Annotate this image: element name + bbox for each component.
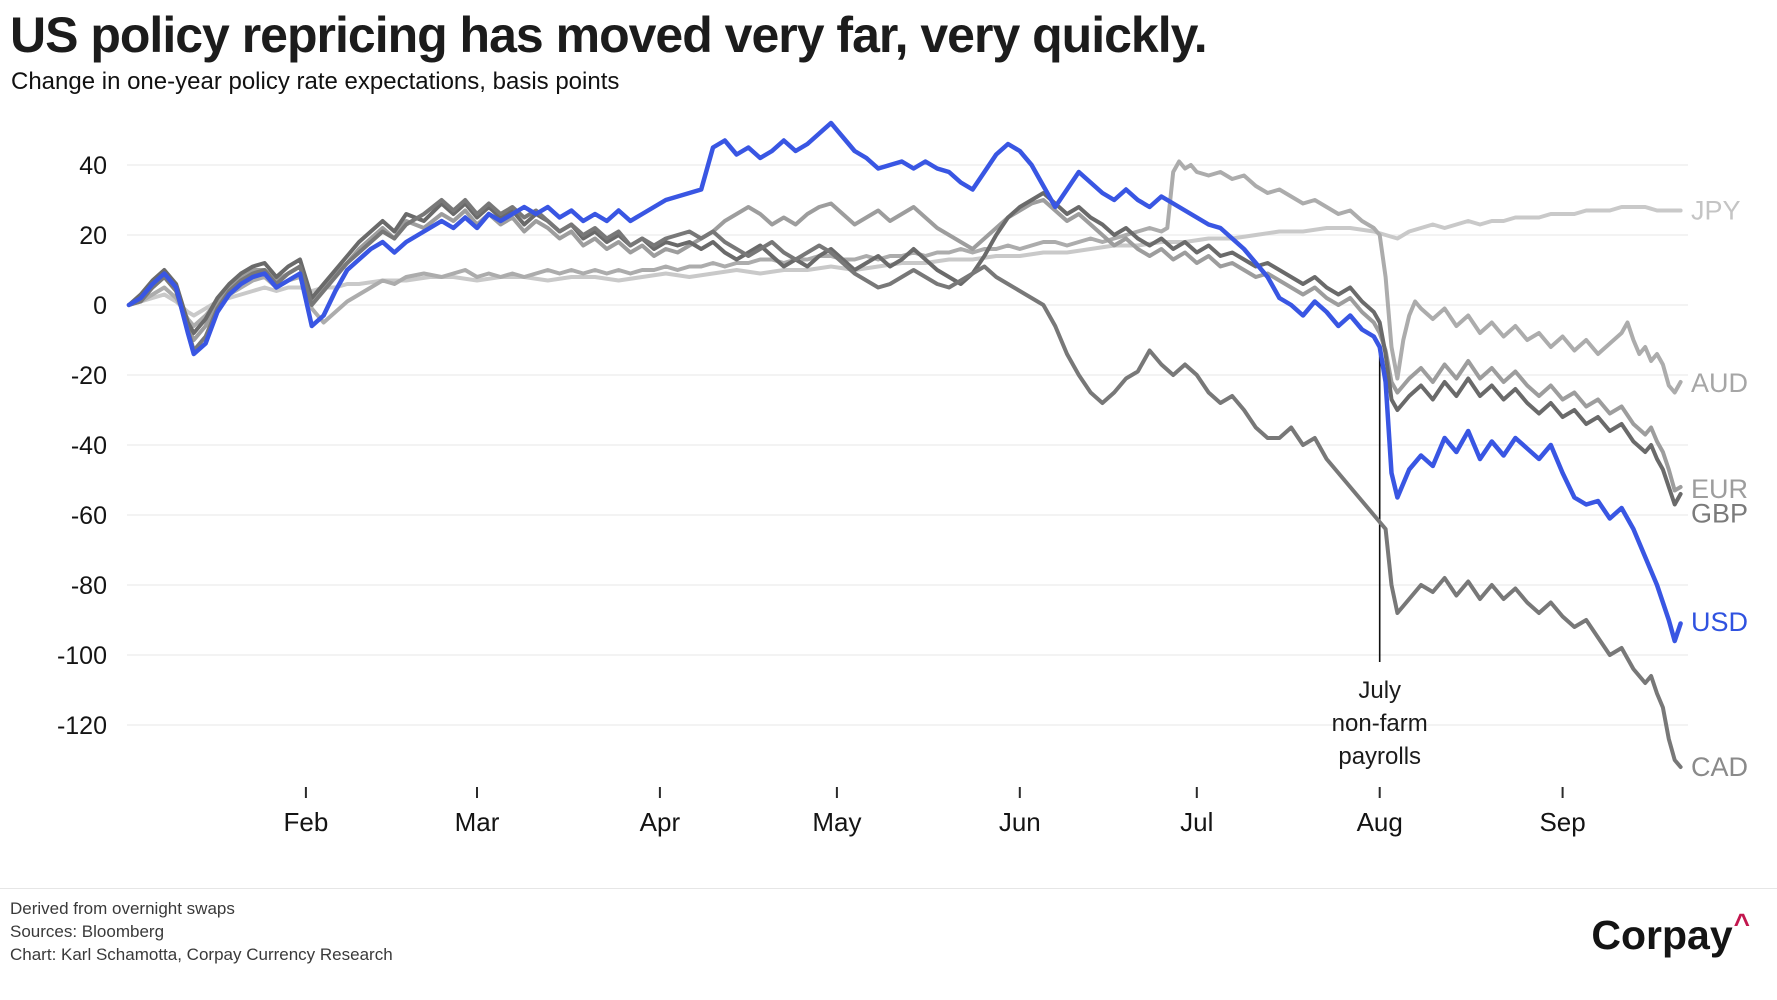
series-label-cad: CAD (1691, 752, 1748, 782)
chart-footnotes: Derived from overnight swaps Sources: Bl… (10, 897, 393, 966)
x-axis-label: Mar (455, 807, 500, 837)
x-axis-label: Jun (999, 807, 1041, 837)
event-annotation-text: non-farm (1332, 710, 1428, 737)
x-axis-label: Jul (1180, 807, 1213, 837)
series-line-usd (126, 120, 1683, 644)
y-axis-label: -20 (71, 362, 107, 390)
series-label-jpy: JPY (1691, 196, 1741, 226)
chart-subtitle: Change in one-year policy rate expectati… (11, 68, 620, 95)
x-axis-label: Aug (1357, 807, 1403, 837)
x-axis-label: Apr (640, 807, 681, 837)
x-axis-label: Sep (1539, 807, 1585, 837)
series-line-jpy (126, 205, 1683, 318)
footnote-derivation: Derived from overnight swaps (10, 899, 235, 918)
series-label-usd: USD (1691, 607, 1748, 637)
footer-divider (0, 888, 1777, 889)
series-label-gbp: GBP (1691, 498, 1748, 528)
corpay-logo-caret-icon: ^ (1733, 908, 1750, 939)
x-axis-label: Feb (283, 807, 328, 837)
y-axis-label: 0 (93, 292, 107, 320)
y-axis-label: 20 (79, 222, 107, 250)
series-line-gbp (126, 191, 1683, 507)
event-annotation-text: payrolls (1338, 743, 1421, 770)
corpay-logo-text: Corpay (1591, 912, 1733, 958)
series-line-aud (126, 159, 1683, 395)
chart-title: US policy repricing has moved very far, … (10, 7, 1208, 63)
y-axis-label: -80 (71, 572, 107, 600)
footnote-sources: Sources: Bloomberg (10, 922, 165, 941)
y-axis-label: -60 (71, 502, 107, 530)
y-axis-label: -100 (57, 642, 107, 670)
y-axis-label: -120 (57, 712, 107, 740)
event-annotation-text: July (1358, 677, 1401, 704)
footnote-credit: Chart: Karl Schamotta, Corpay Currency R… (10, 945, 393, 964)
y-axis-label: 40 (79, 152, 107, 180)
series-label-aud: AUD (1691, 368, 1748, 398)
x-axis-label: May (812, 807, 861, 837)
series-line-cad (126, 198, 1683, 769)
y-axis-label: -40 (71, 432, 107, 460)
series-label-eur: EUR (1691, 474, 1748, 504)
series-line-eur (126, 198, 1683, 493)
corpay-logo: Corpay^ (1591, 908, 1750, 959)
